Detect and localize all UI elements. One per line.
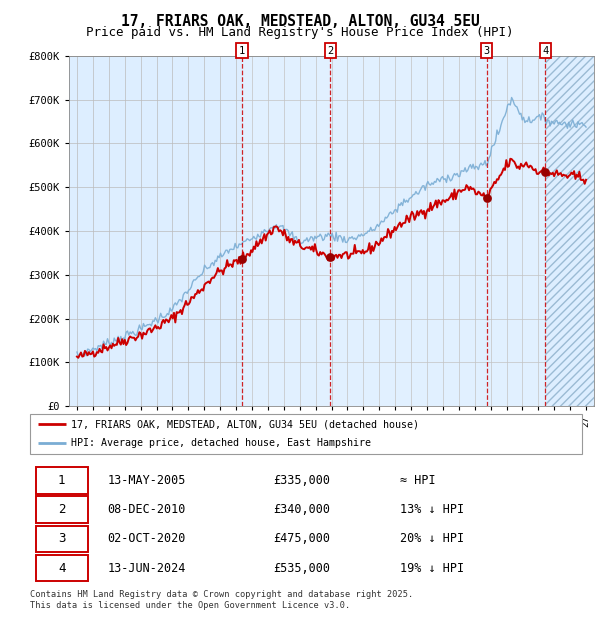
FancyBboxPatch shape <box>35 467 88 494</box>
Text: 08-DEC-2010: 08-DEC-2010 <box>107 503 185 516</box>
Text: 3: 3 <box>58 533 65 546</box>
Text: 19% ↓ HPI: 19% ↓ HPI <box>400 562 464 575</box>
Bar <box>545 56 594 406</box>
Text: 17, FRIARS OAK, MEDSTEAD, ALTON, GU34 5EU: 17, FRIARS OAK, MEDSTEAD, ALTON, GU34 5E… <box>121 14 479 29</box>
Text: 3: 3 <box>484 46 490 56</box>
Text: 2: 2 <box>58 503 65 516</box>
Point <box>482 193 491 203</box>
Text: 13-JUN-2024: 13-JUN-2024 <box>107 562 185 575</box>
Text: £340,000: £340,000 <box>273 503 330 516</box>
Text: £535,000: £535,000 <box>273 562 330 575</box>
Text: £335,000: £335,000 <box>273 474 330 487</box>
Point <box>237 254 247 264</box>
Text: 2: 2 <box>327 46 334 56</box>
Text: 1: 1 <box>58 474 65 487</box>
Text: 1: 1 <box>239 46 245 56</box>
Text: 17, FRIARS OAK, MEDSTEAD, ALTON, GU34 5EU (detached house): 17, FRIARS OAK, MEDSTEAD, ALTON, GU34 5E… <box>71 419 419 430</box>
Text: 4: 4 <box>542 46 548 56</box>
Text: 02-OCT-2020: 02-OCT-2020 <box>107 533 185 546</box>
Point <box>326 252 335 262</box>
FancyBboxPatch shape <box>35 526 88 552</box>
Bar <box>487 56 545 406</box>
Text: £475,000: £475,000 <box>273 533 330 546</box>
Text: 4: 4 <box>58 562 65 575</box>
Text: HPI: Average price, detached house, East Hampshire: HPI: Average price, detached house, East… <box>71 438 371 448</box>
Text: 13-MAY-2005: 13-MAY-2005 <box>107 474 185 487</box>
Text: ≈ HPI: ≈ HPI <box>400 474 436 487</box>
Text: 20% ↓ HPI: 20% ↓ HPI <box>400 533 464 546</box>
Text: Price paid vs. HM Land Registry's House Price Index (HPI): Price paid vs. HM Land Registry's House … <box>86 26 514 39</box>
Text: Contains HM Land Registry data © Crown copyright and database right 2025.
This d: Contains HM Land Registry data © Crown c… <box>30 590 413 609</box>
FancyBboxPatch shape <box>35 496 88 523</box>
Point <box>541 167 550 177</box>
FancyBboxPatch shape <box>30 414 582 454</box>
Text: 13% ↓ HPI: 13% ↓ HPI <box>400 503 464 516</box>
Bar <box>331 56 487 406</box>
FancyBboxPatch shape <box>35 555 88 582</box>
Bar <box>242 56 331 406</box>
